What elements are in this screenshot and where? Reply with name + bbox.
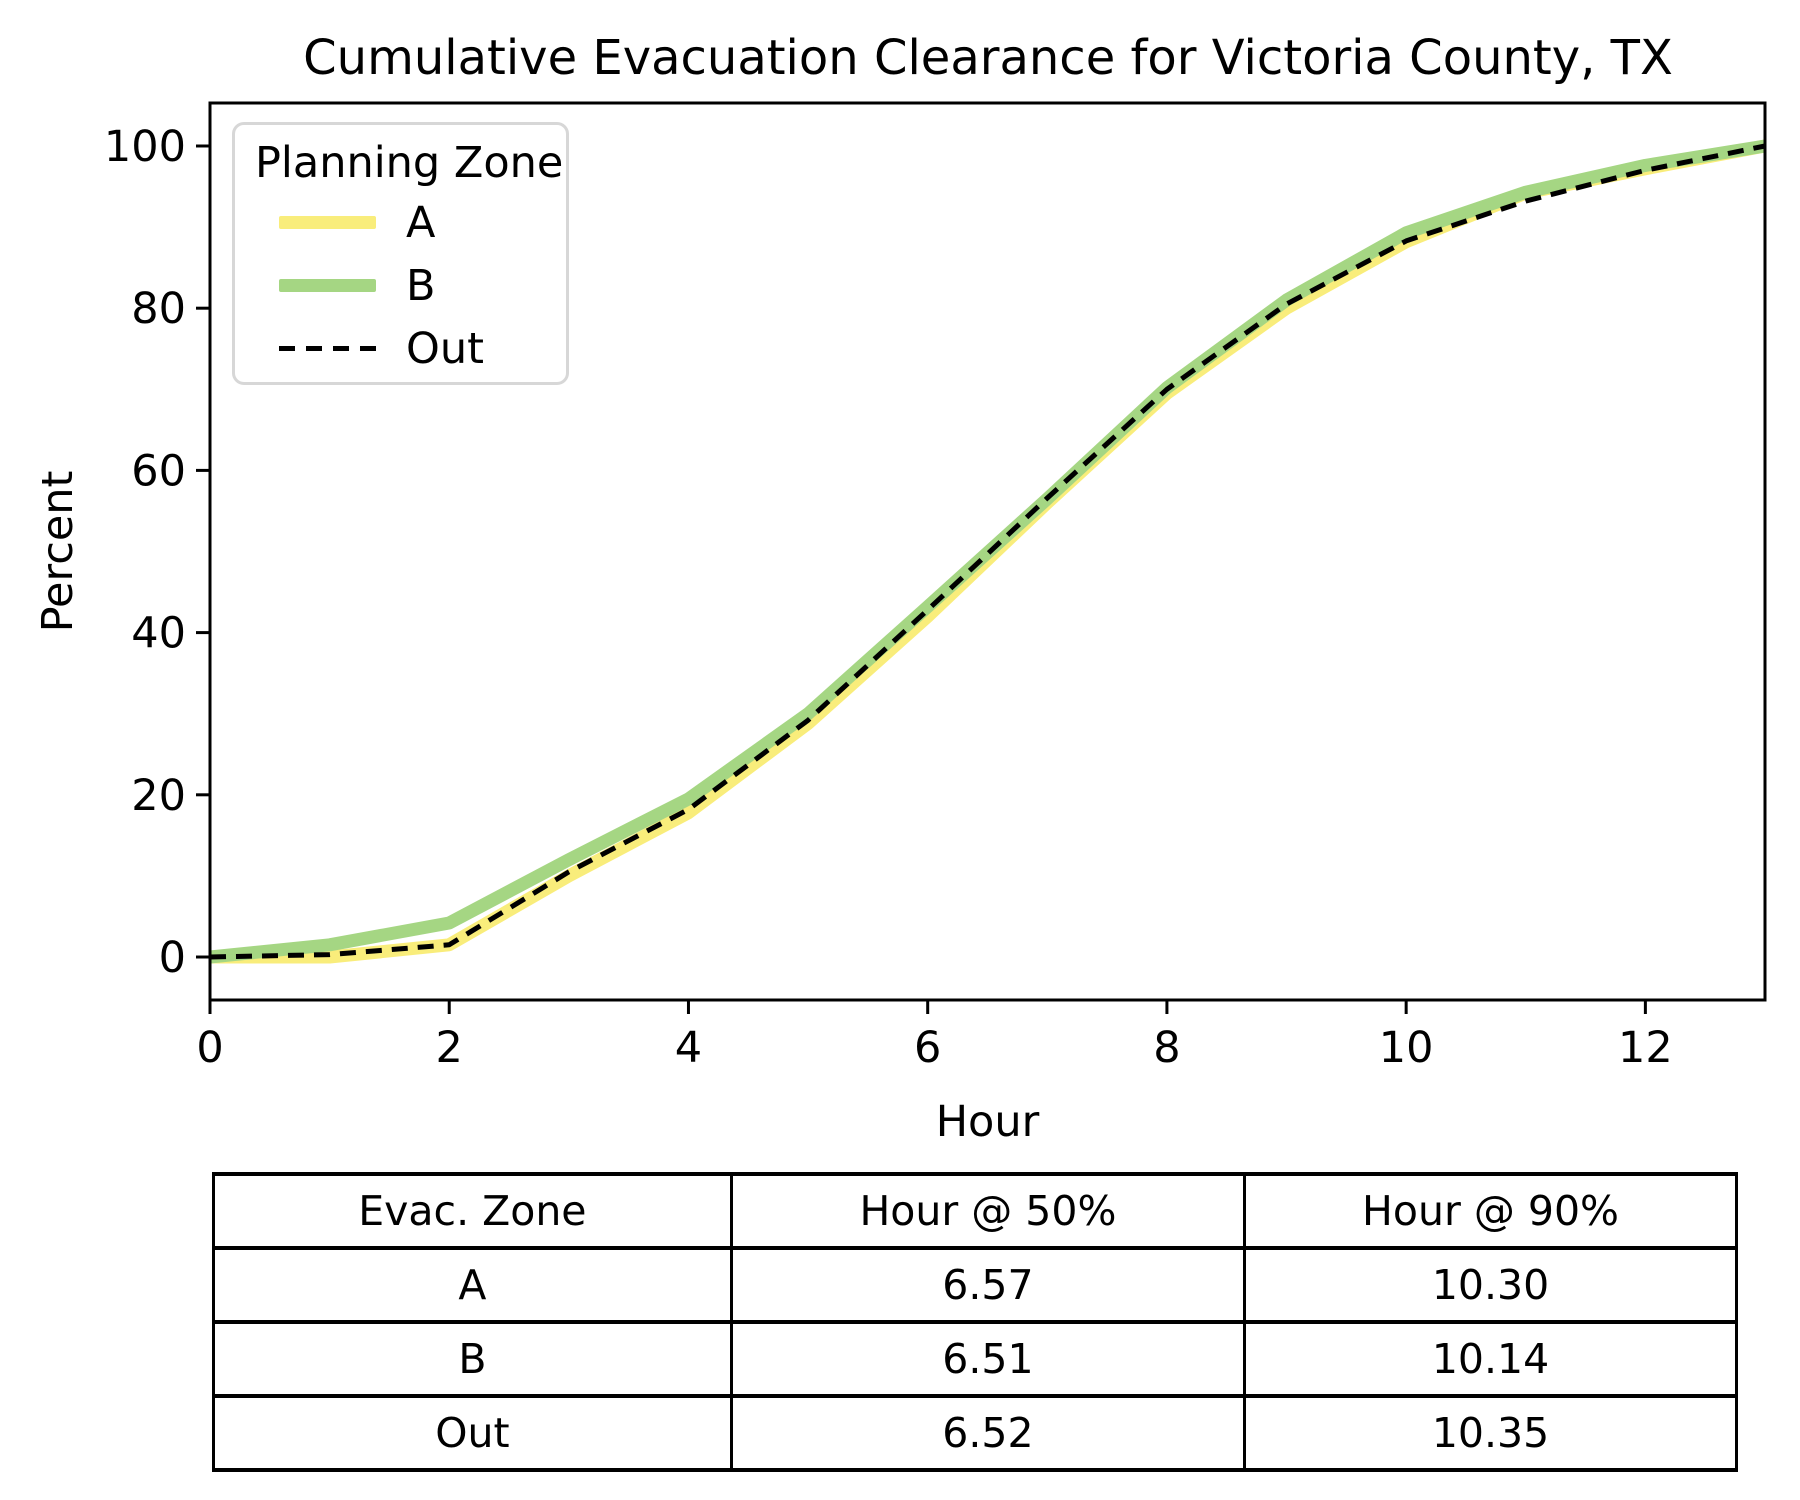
table-row-a: A 6.57 10.30	[212, 1246, 1738, 1324]
zone-cell: B	[212, 1320, 733, 1398]
x-tick-label: 0	[196, 1023, 223, 1073]
axes-spines	[208, 101, 1767, 1002]
legend-label-b: B	[406, 260, 436, 311]
zone-cell: A	[212, 1246, 733, 1324]
summary-table-body: A 6.57 10.30 B 6.51 10.14 Out 6.52 10.35	[212, 1246, 1738, 1472]
hour-50-cell: 6.57	[729, 1246, 1247, 1324]
x-tick-label: 8	[1153, 1023, 1180, 1073]
x-tick-label: 6	[914, 1023, 941, 1073]
legend-entry-out: Out	[235, 317, 566, 380]
summary-table: Evac. Zone Hour @ 50% Hour @ 90% A 6.57 10…	[212, 1172, 1738, 1472]
table-row-b: B 6.51 10.14	[212, 1320, 1738, 1398]
x-tick-label: 12	[1618, 1023, 1673, 1073]
table-header-row: Evac. Zone Hour @ 50% Hour @ 90%	[212, 1172, 1738, 1250]
table-header-evac-zone: Evac. Zone	[212, 1172, 733, 1250]
legend-entry-b: B	[235, 254, 566, 317]
zone-cell: Out	[212, 1394, 733, 1472]
chart-title: Cumulative Evacuation Clearance for Vict…	[303, 30, 1673, 86]
legend-title: Planning Zone	[255, 138, 564, 188]
zone-b-line-swatch	[279, 279, 376, 292]
x-tick-label: 10	[1379, 1023, 1434, 1073]
table-row-out: Out 6.52 10.35	[212, 1394, 1738, 1472]
y-tick-label: 0	[159, 933, 186, 983]
evacuation-clearance-plot: 0 2 4 6 8 10 12 Hour 0 20 40 60 80 100 Percent	[33, 101, 1767, 1147]
y-axis-label: Percent	[33, 471, 83, 633]
legend-label-a: A	[406, 197, 436, 248]
x-axis-label: Hour	[936, 1097, 1040, 1147]
y-tick-label: 60	[131, 446, 186, 496]
hour-90-cell: 10.30	[1243, 1246, 1738, 1324]
y-tick-label: 20	[131, 771, 186, 821]
legend-entry-a: A	[235, 191, 566, 254]
hour-90-cell: 10.35	[1243, 1394, 1738, 1472]
hour-50-cell: 6.52	[729, 1394, 1247, 1472]
x-axis: 0 2 4 6 8 10 12 Hour	[196, 1000, 1673, 1147]
y-axis: 0 20 40 60 80 100 Percent	[33, 122, 210, 983]
series-line-b	[209, 139, 1767, 964]
out-line-swatch	[279, 346, 376, 351]
plot-series	[209, 139, 1767, 964]
legend: Planning Zone A B Out	[232, 122, 569, 385]
hour-50-cell: 6.51	[729, 1320, 1247, 1398]
x-tick-label: 4	[675, 1023, 702, 1073]
x-tick-label: 2	[436, 1023, 463, 1073]
table-header-hour-50: Hour @ 50%	[729, 1172, 1247, 1250]
legend-label-out: Out	[406, 323, 484, 374]
y-tick-label: 40	[131, 609, 186, 659]
y-tick-label: 80	[131, 284, 186, 334]
series-line-out	[209, 143, 1766, 960]
zone-a-line-swatch	[279, 216, 376, 229]
table-header-hour-90: Hour @ 90%	[1243, 1172, 1738, 1250]
plot-border	[208, 101, 1767, 1002]
y-tick-label: 100	[104, 122, 186, 172]
hour-90-cell: 10.14	[1243, 1320, 1738, 1398]
